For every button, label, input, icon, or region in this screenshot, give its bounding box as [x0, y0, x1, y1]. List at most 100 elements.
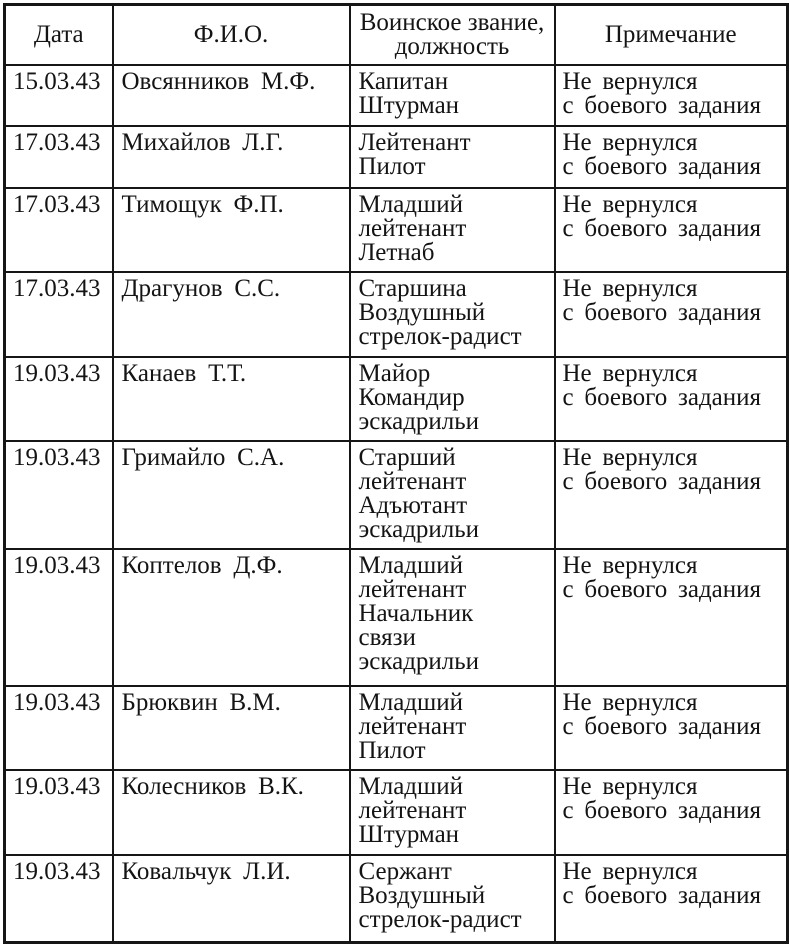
column-header-rank: Воинское звание, должность — [348, 3, 556, 66]
cell-note: Не вернулся с боевого задания — [553, 64, 789, 127]
name-text: Драгунов С.С. — [121, 275, 281, 302]
table-row: 17.03.43 Тимощук Ф.П. Младший лейтенант Летн… — [3, 187, 789, 273]
cell-name: Драгунов С.С. — [111, 271, 351, 358]
rank-line: лейтенант — [358, 215, 467, 242]
cell-name: Ковальчук Л.И. — [111, 854, 351, 943]
rank-line: Старший — [358, 444, 456, 471]
note-line: с боевого задания — [562, 215, 762, 242]
note-line: Не вернулся — [562, 858, 698, 885]
column-header-note: Примечание — [553, 3, 789, 66]
rank-line: Младший — [358, 552, 464, 579]
rank-line: Воздушный — [358, 299, 486, 326]
column-header-name: Ф.И.О. — [111, 3, 351, 66]
cell-date: 19.03.43 — [3, 769, 114, 856]
table-row: 19.03.43 Коптелов Д.Ф. Младший лейтенант Нач… — [3, 548, 789, 687]
note-line: с боевого задания — [562, 384, 762, 411]
cell-date: 15.03.43 — [3, 64, 114, 127]
rank-line: лейтенант — [358, 797, 467, 824]
cell-rank-position: Сержант Воздушный стрелок-радист — [348, 854, 556, 943]
cell-rank-position: Старший лейтенант Адъютант эскадрильи — [348, 440, 556, 550]
name-text: Брюквин В.М. — [121, 689, 281, 716]
cell-note: Не вернулся с боевого задания — [553, 854, 789, 943]
cell-rank-position: Старшина Воздушный стрелок-радист — [348, 271, 556, 358]
table-row: 15.03.43 Овсянников М.Ф. Капитан Штурман Не … — [3, 64, 789, 127]
note-line: Не вернулся — [562, 444, 698, 471]
rank-line: Штурман — [358, 92, 460, 119]
date-text: 17.03.43 — [13, 129, 101, 156]
rank-line: Начальник — [358, 600, 474, 627]
cell-date: 17.03.43 — [3, 125, 114, 189]
rank-line: Старшина — [358, 275, 467, 302]
cell-date: 17.03.43 — [3, 187, 114, 273]
note-line: с боевого задания — [562, 92, 762, 119]
note-line: с боевого задания — [562, 797, 762, 824]
cell-date: 19.03.43 — [3, 440, 114, 550]
rank-line: лейтенант — [358, 576, 467, 603]
rank-line: Майор — [358, 360, 431, 387]
cell-name: Канаев Т.Т. — [111, 356, 351, 442]
note-line: с боевого задания — [562, 153, 762, 180]
table-row: 19.03.43 Брюквин В.М. Младший лейтенант Пило… — [3, 685, 789, 771]
cell-rank-position: Лейтенант Пилот — [348, 125, 556, 189]
note-line: Не вернулся — [562, 68, 698, 95]
date-text: 19.03.43 — [13, 360, 101, 387]
cell-name: Брюквин В.М. — [111, 685, 351, 771]
rank-line: Сержант — [358, 858, 452, 885]
name-text: Тимощук Ф.П. — [121, 191, 284, 218]
rank-line: Лейтенант — [358, 129, 471, 156]
cell-note: Не вернулся с боевого задания — [553, 187, 789, 273]
rank-line: лейтенант — [358, 468, 467, 495]
rank-line: Капитан — [358, 68, 449, 95]
cell-date: 19.03.43 — [3, 854, 114, 943]
table-row: 19.03.43 Канаев Т.Т. Майор Командир эскадрил… — [3, 356, 789, 442]
header-label-line: Воинское звание, — [359, 9, 545, 36]
header-label-line: Примечание — [604, 21, 737, 48]
date-text: 19.03.43 — [13, 444, 101, 471]
rank-line: стрелок-радист — [358, 906, 522, 933]
cell-name: Колесников В.К. — [111, 769, 351, 856]
cell-note: Не вернулся с боевого задания — [553, 548, 789, 687]
rank-line: Пилот — [358, 737, 426, 764]
losses-table: Дата Ф.И.О. Воинское звание, должность Приме… — [3, 3, 789, 944]
rank-line: Командир — [358, 384, 465, 411]
rank-line: эскадрильи — [358, 408, 480, 435]
header-label-line: Ф.И.О. — [193, 21, 269, 48]
rank-line: Младший — [358, 191, 464, 218]
cell-date: 19.03.43 — [3, 685, 114, 771]
date-text: 17.03.43 — [13, 275, 101, 302]
cell-note: Не вернулся с боевого задания — [553, 125, 789, 189]
name-text: Михайлов Л.Г. — [121, 129, 284, 156]
rank-line: Младший — [358, 773, 464, 800]
cell-rank-position: Майор Командир эскадрильи — [348, 356, 556, 442]
cell-note: Не вернулся с боевого задания — [553, 271, 789, 358]
cell-note: Не вернулся с боевого задания — [553, 356, 789, 442]
note-line: с боевого задания — [562, 576, 762, 603]
table-row: 19.03.43 Ковальчук Л.И. Сержант Воздушный ст… — [3, 854, 789, 943]
rank-line: стрелок-радист — [358, 323, 522, 350]
date-text: 19.03.43 — [13, 552, 101, 579]
cell-name: Тимощук Ф.П. — [111, 187, 351, 273]
cell-name: Овсянников М.Ф. — [111, 64, 351, 127]
date-text: 19.03.43 — [13, 773, 101, 800]
cell-rank-position: Капитан Штурман — [348, 64, 556, 127]
column-header-date: Дата — [3, 3, 114, 66]
rank-line: Воздушный — [358, 882, 486, 909]
cell-rank-position: Младший лейтенант Начальник связи эскадрильи — [348, 548, 556, 687]
date-text: 15.03.43 — [13, 68, 101, 95]
cell-date: 17.03.43 — [3, 271, 114, 358]
note-line: с боевого задания — [562, 468, 762, 495]
note-line: Не вернулся — [562, 275, 698, 302]
note-line: Не вернулся — [562, 360, 698, 387]
cell-rank-position: Младший лейтенант Штурман — [348, 769, 556, 856]
table-body: 15.03.43 Овсянников М.Ф. Капитан Штурман Не … — [3, 64, 789, 943]
header-row: Дата Ф.И.О. Воинское звание, должность Приме… — [3, 3, 789, 66]
note-line: Не вернулся — [562, 552, 698, 579]
cell-note: Не вернулся с боевого задания — [553, 769, 789, 856]
note-line: Не вернулся — [562, 191, 698, 218]
rank-line: Младший — [358, 689, 464, 716]
cell-date: 19.03.43 — [3, 548, 114, 687]
rank-line: связи — [358, 624, 416, 651]
note-line: Не вернулся — [562, 773, 698, 800]
name-text: Овсянников М.Ф. — [121, 68, 316, 95]
